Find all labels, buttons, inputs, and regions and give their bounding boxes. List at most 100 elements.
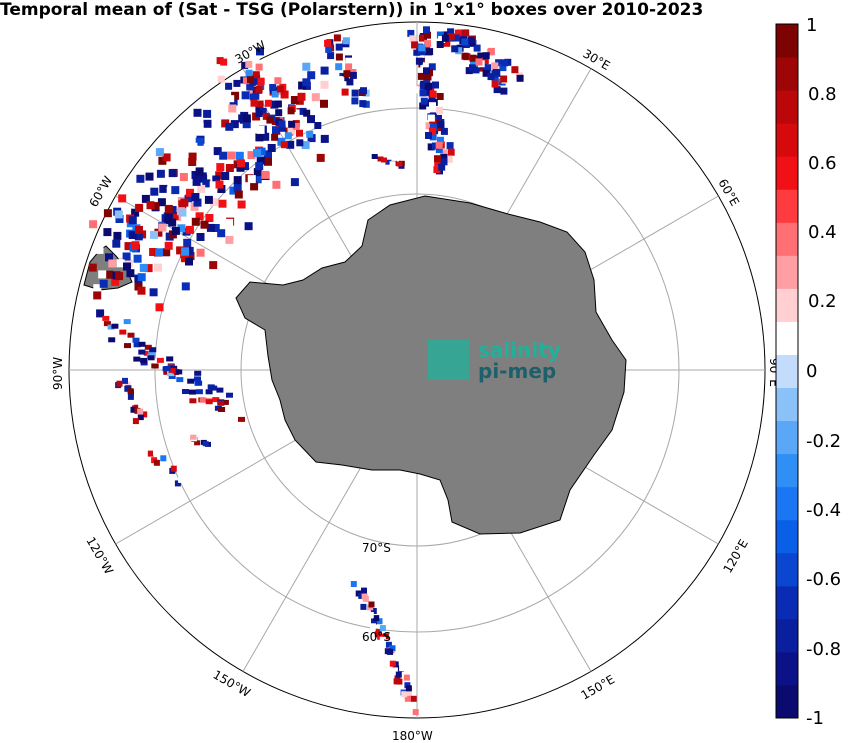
data-cell bbox=[447, 148, 455, 156]
data-cell bbox=[213, 147, 222, 156]
data-cell bbox=[127, 388, 134, 395]
colorbar-tick-label: -0.8 bbox=[806, 639, 841, 660]
data-cell bbox=[245, 60, 253, 68]
data-cell bbox=[292, 122, 300, 130]
colorbar-swatch bbox=[776, 321, 798, 355]
data-cell bbox=[111, 323, 119, 329]
data-cell bbox=[200, 220, 209, 229]
data-cell bbox=[434, 155, 441, 163]
data-cell bbox=[385, 159, 392, 165]
data-cell bbox=[143, 350, 151, 356]
colorbar-swatch bbox=[776, 354, 798, 389]
data-cell bbox=[255, 103, 264, 112]
colorbar-swatch bbox=[776, 156, 798, 190]
data-cell bbox=[205, 399, 213, 405]
data-cell bbox=[133, 356, 141, 362]
data-cell bbox=[195, 389, 203, 395]
data-cell bbox=[131, 208, 140, 217]
data-cell bbox=[295, 109, 304, 118]
data-cell bbox=[141, 411, 148, 418]
data-cell bbox=[501, 59, 509, 67]
data-cell bbox=[299, 107, 307, 115]
data-cell bbox=[186, 188, 194, 197]
data-cell bbox=[379, 636, 386, 643]
data-cell bbox=[373, 615, 380, 622]
colorbar-swatch bbox=[776, 585, 798, 620]
data-cell bbox=[103, 321, 111, 327]
data-cell bbox=[149, 248, 158, 256]
data-cell bbox=[219, 151, 228, 160]
data-cell bbox=[231, 91, 240, 100]
data-cell bbox=[419, 102, 427, 110]
data-cell bbox=[427, 86, 435, 94]
data-cell bbox=[190, 202, 199, 211]
data-cell bbox=[447, 33, 455, 41]
colorbar-swatch bbox=[776, 618, 798, 653]
data-cell bbox=[134, 232, 143, 241]
data-cell bbox=[424, 73, 432, 81]
data-cell bbox=[153, 358, 160, 364]
data-cell bbox=[429, 102, 436, 110]
data-cell bbox=[195, 137, 204, 146]
data-cell bbox=[404, 695, 411, 702]
data-cell bbox=[156, 169, 165, 178]
data-cell bbox=[202, 441, 209, 447]
data-cell bbox=[137, 414, 144, 421]
data-cell bbox=[499, 64, 507, 72]
data-cell bbox=[122, 252, 131, 261]
data-cell bbox=[333, 34, 341, 42]
data-cell bbox=[399, 665, 406, 672]
data-cell bbox=[150, 230, 158, 239]
data-cell bbox=[188, 158, 197, 166]
data-cell bbox=[197, 184, 206, 193]
data-cell bbox=[191, 217, 200, 226]
data-cell bbox=[377, 156, 384, 162]
data-cell bbox=[119, 329, 127, 335]
data-cell bbox=[256, 156, 265, 165]
data-cell bbox=[493, 86, 501, 94]
data-cell bbox=[195, 122, 204, 131]
data-cell bbox=[298, 81, 307, 90]
data-cell bbox=[367, 612, 374, 618]
data-cell bbox=[311, 93, 320, 102]
data-cell bbox=[423, 88, 431, 96]
data-cell bbox=[428, 63, 436, 71]
data-cell bbox=[335, 43, 343, 51]
label-30e: 30°E bbox=[581, 46, 613, 73]
data-cell bbox=[167, 371, 174, 377]
data-cell bbox=[227, 151, 236, 160]
data-cell bbox=[376, 618, 383, 625]
data-cell bbox=[435, 146, 443, 154]
data-cell bbox=[432, 142, 439, 150]
data-cell bbox=[221, 119, 230, 128]
data-cell bbox=[385, 641, 392, 648]
data-cell bbox=[481, 57, 489, 65]
data-cell bbox=[209, 181, 218, 190]
data-cell bbox=[278, 120, 286, 128]
data-cell bbox=[183, 238, 192, 247]
data-cell bbox=[115, 215, 124, 223]
data-cell bbox=[163, 366, 171, 371]
data-cell bbox=[469, 54, 477, 62]
colorbar-swatch bbox=[776, 684, 798, 719]
data-cell bbox=[233, 176, 242, 185]
data-cell bbox=[445, 155, 453, 163]
data-cell bbox=[96, 309, 105, 318]
data-cell bbox=[424, 31, 431, 39]
data-cell bbox=[168, 169, 177, 178]
data-cell bbox=[185, 257, 193, 266]
data-cell bbox=[423, 26, 430, 34]
data-cell bbox=[217, 75, 225, 83]
data-cell bbox=[115, 223, 124, 232]
data-cell bbox=[412, 709, 419, 716]
data-cell bbox=[132, 337, 140, 343]
data-cell bbox=[259, 93, 267, 101]
data-cell bbox=[154, 228, 163, 237]
data-cell bbox=[178, 200, 187, 209]
data-cell bbox=[157, 198, 166, 207]
data-cell bbox=[255, 85, 263, 93]
data-cell bbox=[202, 179, 211, 188]
data-cell bbox=[216, 57, 224, 65]
data-cell bbox=[419, 89, 427, 97]
data-cell bbox=[424, 55, 432, 63]
